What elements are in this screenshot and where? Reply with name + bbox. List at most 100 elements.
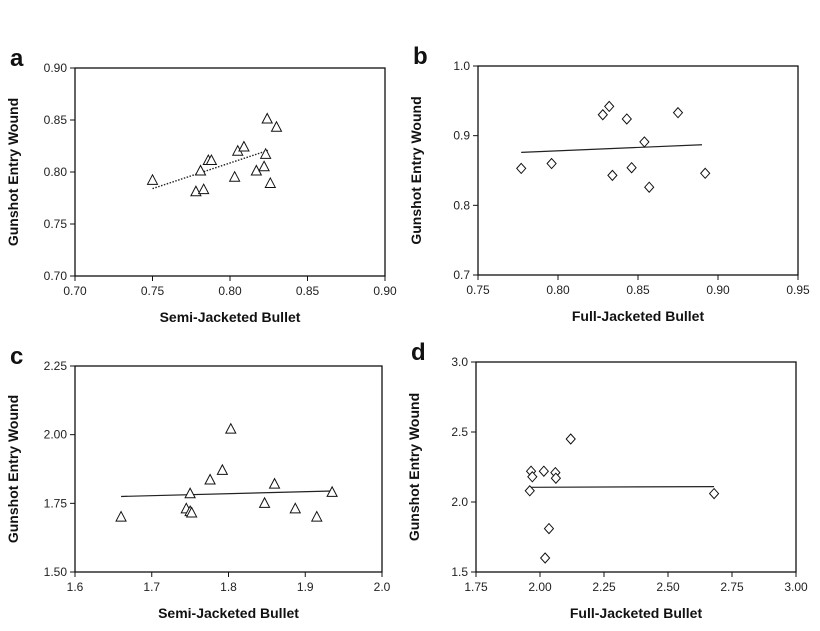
x-tick-label: 2.0 xyxy=(374,580,391,594)
plot-frame xyxy=(74,365,383,573)
x-tick-label: 3.00 xyxy=(784,580,808,594)
x-tick-label: 2.75 xyxy=(720,580,744,594)
y-axis-label: Gunshot Entry Wound xyxy=(5,395,21,543)
data-point xyxy=(607,169,618,182)
data-point xyxy=(228,170,241,182)
x-tick-label: 0.70 xyxy=(63,284,87,298)
data-point xyxy=(184,487,196,499)
data-point xyxy=(258,160,270,172)
plot-frame xyxy=(74,67,386,277)
data-point xyxy=(538,465,550,477)
data-point xyxy=(539,552,551,564)
panel-d: d 1.75 2.00 2.25 2.50 2.75 3.00 1.5 2.0 2.5 3.0 Ful… xyxy=(406,339,808,621)
y-tick-label: 2.5 xyxy=(451,425,468,439)
data-point xyxy=(194,164,207,176)
x-tick-label: 0.85 xyxy=(626,283,650,297)
data-point xyxy=(185,506,198,518)
y-tick-label: 0.8 xyxy=(453,198,470,212)
x-axis-label: Semi-Jacketed Bullet xyxy=(158,605,299,621)
x-tick-label: 1.75 xyxy=(464,580,488,594)
plot-frame xyxy=(477,65,799,276)
data-point xyxy=(289,502,302,514)
data-point xyxy=(205,153,218,166)
data-point xyxy=(190,185,202,197)
panel-letter: b xyxy=(413,43,428,70)
panel-a: a 0.70 0.75 0.80 0.85 0.90 0.70 0.75 0.80 0.85 0.9… xyxy=(5,45,397,325)
data-point xyxy=(672,106,684,119)
data-point xyxy=(238,140,250,152)
x-tick-label: 2.25 xyxy=(592,580,616,594)
data-point xyxy=(543,522,555,535)
x-axis-label: Full-Jacketed Bullet xyxy=(570,605,703,621)
data-point xyxy=(700,167,711,180)
x-tick-label: 2.50 xyxy=(656,580,680,594)
trend-line xyxy=(152,149,269,190)
plot-frame xyxy=(475,361,797,573)
panel-letter: c xyxy=(10,343,23,370)
trend-line xyxy=(121,490,333,498)
data-point xyxy=(527,471,538,483)
data-point xyxy=(216,463,229,475)
x-tick-label: 0.90 xyxy=(706,283,730,297)
data-point xyxy=(604,100,615,113)
x-axis-label: Semi-Jacketed Bullet xyxy=(160,309,301,325)
trend-line xyxy=(529,486,715,488)
data-point xyxy=(565,433,576,445)
data-point xyxy=(550,472,562,484)
x-tick-label: 1.7 xyxy=(143,580,160,594)
data-point xyxy=(326,485,338,497)
data-point xyxy=(264,176,277,188)
x-tick-label: 1.8 xyxy=(220,580,237,594)
y-tick-label: 3.0 xyxy=(451,355,468,369)
y-tick-label: 1.5 xyxy=(451,565,468,579)
x-tick-label: 0.80 xyxy=(546,283,570,297)
x-tick-label: 1.6 xyxy=(67,580,84,594)
data-point xyxy=(597,109,608,121)
data-point xyxy=(621,113,632,125)
panel-b: b 0.75 0.80 0.85 0.90 0.95 0.7 0.8 0.9 1.0 Full-Ja… xyxy=(408,43,810,324)
data-point xyxy=(258,496,271,508)
y-tick-label: 0.80 xyxy=(44,165,68,179)
y-axis-label: Gunshot Entry Wound xyxy=(5,98,21,246)
panel-letter: a xyxy=(10,45,24,72)
y-tick-label: 1.0 xyxy=(453,59,470,73)
trend-line xyxy=(521,144,703,153)
data-point xyxy=(524,485,535,497)
x-axis-label: Full-Jacketed Bullet xyxy=(572,308,705,324)
data-point xyxy=(708,487,720,500)
x-tick-label: 0.75 xyxy=(141,284,165,298)
data-point xyxy=(626,161,637,174)
x-tick-label: 0.85 xyxy=(296,284,320,298)
panel-c: c 1.6 1.7 1.8 1.9 2.0 1.50 1.75 2.00 2.25 Semi-Jac… xyxy=(5,343,391,621)
data-point xyxy=(268,477,281,489)
x-tick-label: 0.75 xyxy=(466,283,490,297)
data-point xyxy=(644,181,655,193)
data-point xyxy=(204,473,216,485)
x-tick-label: 0.95 xyxy=(786,283,810,297)
x-tick-label: 0.90 xyxy=(373,284,397,298)
data-point xyxy=(261,112,274,124)
data-point xyxy=(639,136,650,148)
data-point xyxy=(224,422,237,434)
y-tick-label: 1.75 xyxy=(44,496,68,510)
data-point xyxy=(197,183,210,195)
y-tick-label: 2.25 xyxy=(44,359,68,373)
y-tick-label: 2.0 xyxy=(451,495,468,509)
y-tick-label: 0.70 xyxy=(44,269,68,283)
data-point xyxy=(115,510,127,522)
y-tick-label: 0.85 xyxy=(44,113,68,127)
x-tick-label: 1.9 xyxy=(297,580,314,594)
y-tick-label: 0.7 xyxy=(453,268,470,282)
data-point xyxy=(310,510,323,522)
panel-letter: d xyxy=(411,339,426,366)
y-axis-label: Gunshot Entry Wound xyxy=(406,393,422,541)
data-point xyxy=(146,173,159,185)
x-tick-label: 0.80 xyxy=(218,284,242,298)
x-tick-label: 2.00 xyxy=(528,580,552,594)
data-point xyxy=(546,157,557,170)
y-tick-label: 2.00 xyxy=(44,428,68,442)
data-point xyxy=(259,147,272,159)
y-tick-label: 0.75 xyxy=(44,217,68,231)
data-point xyxy=(516,162,527,175)
